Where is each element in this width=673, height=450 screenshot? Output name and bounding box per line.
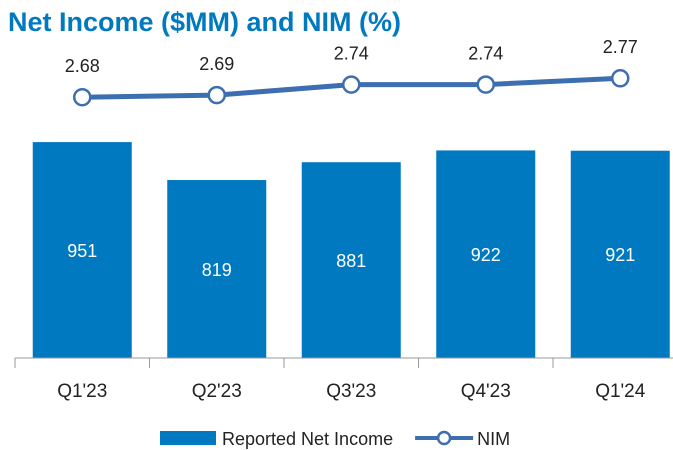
nim-marker: [611, 69, 630, 88]
legend-label: NIM: [477, 429, 510, 449]
bar-value-label: 951: [67, 241, 97, 261]
x-tick-label: Q2'23: [192, 381, 242, 402]
nim-value-label: 2.74: [468, 43, 503, 63]
bar: [301, 162, 401, 358]
bar: [32, 142, 132, 358]
nim-value-label: 2.77: [603, 37, 638, 57]
x-tick-label: Q1'23: [57, 381, 107, 402]
nim-value-label: 2.69: [199, 54, 234, 74]
nim-value-label: 2.68: [65, 56, 100, 76]
chart-title: Net Income ($MM) and NIM (%): [8, 7, 401, 37]
bar-value-label: 881: [336, 251, 366, 271]
legend-swatch: [160, 431, 216, 445]
bar-value-label: 921: [605, 245, 635, 265]
nim-value-label: 2.74: [334, 43, 369, 63]
legend-swatch-marker: [436, 430, 452, 446]
bar: [436, 150, 536, 358]
bar: [167, 180, 267, 358]
legend-label: Reported Net Income: [222, 429, 393, 449]
bar-value-label: 922: [471, 245, 501, 265]
nim-marker: [342, 75, 361, 94]
x-tick-label: Q3'23: [326, 381, 376, 402]
x-tick-label: Q1'24: [595, 381, 646, 402]
nim-marker: [73, 87, 92, 107]
x-tick-label: Q4'23: [461, 381, 511, 402]
bar-value-label: 819: [202, 260, 232, 280]
bar: [570, 150, 670, 358]
nim-marker: [207, 85, 226, 105]
nim-marker: [476, 75, 495, 94]
